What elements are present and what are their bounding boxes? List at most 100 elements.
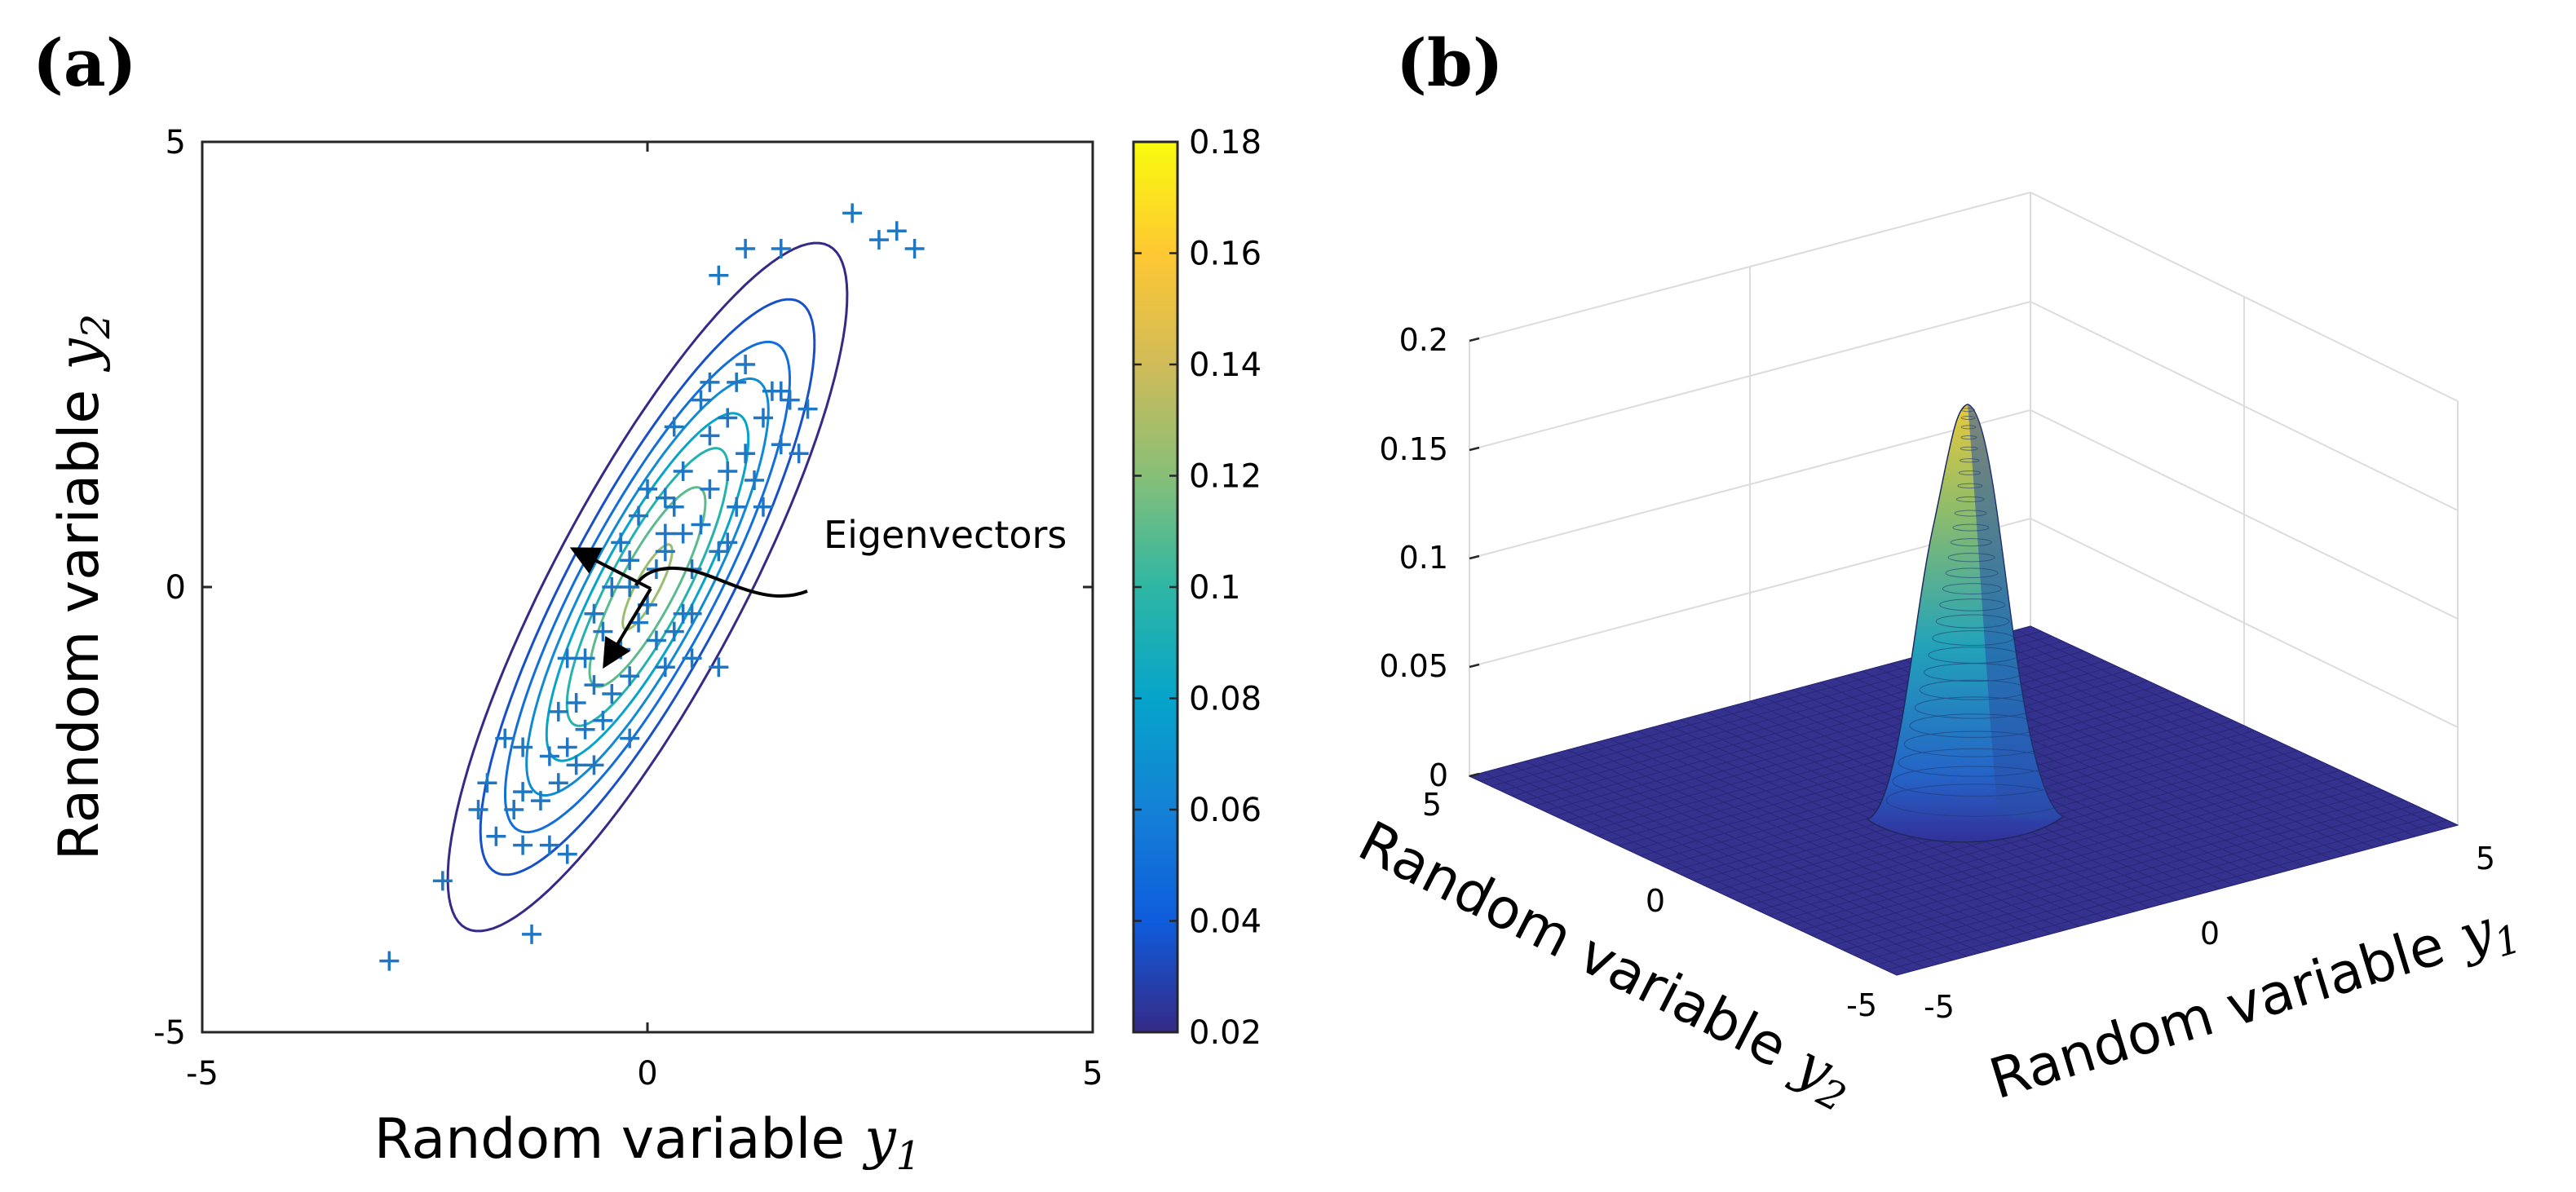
colorbar-ticks: 0.02 0.04 0.06 0.08 0.1 0.12 0.14 0.16 0.18: [1133, 124, 1261, 1052]
contour-line: [545, 412, 750, 762]
eigenvector-arrow-major: [603, 587, 652, 669]
scatter-point: [753, 497, 773, 517]
scatter-point: [904, 239, 925, 259]
contour-line: [479, 298, 816, 876]
scatter-point: [789, 444, 809, 464]
scatter-point: [664, 417, 684, 437]
scatter-point: [629, 505, 649, 526]
colorbar-tick-label: 0.06: [1189, 792, 1261, 829]
scatter-point: [602, 577, 622, 597]
mesh-line: [1832, 794, 2394, 946]
peak-mesh-ring: [1947, 553, 1995, 563]
scatter-point: [584, 603, 604, 624]
scatter-point: [513, 835, 533, 855]
panel-a-label: (a): [33, 24, 137, 101]
scatter-point: [736, 355, 756, 374]
x-axis-label-a: Random variable y1: [374, 1107, 921, 1179]
x-tick-a: 0: [637, 1055, 657, 1093]
scatter-point: [709, 265, 729, 285]
scatter-point: [771, 239, 791, 259]
mesh-line: [1843, 800, 2405, 951]
peak-mesh-ring: [1892, 766, 2059, 797]
scatter-point: [539, 746, 559, 766]
scatter-point: [718, 408, 738, 428]
peak-mesh-ring: [1932, 630, 2014, 647]
scatter-point: [611, 532, 631, 553]
scatter-point: [557, 844, 577, 864]
scatter-point: [691, 514, 711, 535]
colorbar-tick-label: 0.16: [1189, 236, 1261, 273]
scatter-point: [513, 737, 533, 757]
mesh-line: [1960, 644, 2388, 845]
scatter-point: [700, 479, 720, 499]
scatter-point: [664, 621, 684, 642]
contour-lines: [446, 241, 849, 933]
y-tick-a: 5: [166, 124, 186, 161]
colorbar-tick-label: 0.02: [1189, 1014, 1261, 1052]
peak-mesh-ring: [1885, 784, 2066, 817]
z-tick-b: 0.05: [1379, 648, 1448, 684]
mesh-line: [1778, 770, 2341, 921]
peak-mesh-ring: [1954, 510, 1987, 517]
scatter-point: [771, 435, 791, 455]
mesh-line: [1854, 805, 2415, 956]
peak-mesh-ring: [1945, 567, 1999, 578]
z-tick-b: 0: [1429, 757, 1448, 793]
y-tick-b: -5: [1846, 987, 1877, 1023]
scatter-point: [798, 399, 818, 419]
scatter-point: [575, 719, 595, 739]
mesh-line: [1757, 760, 2319, 912]
scatter-point: [432, 871, 453, 891]
scatter-point: [682, 603, 702, 624]
x-tick-b: -5: [1924, 989, 1955, 1025]
grid-lines-b: [1469, 192, 2459, 825]
scatter-point: [620, 550, 640, 571]
mesh-line: [2016, 629, 2445, 830]
scatter-point: [753, 408, 773, 428]
scatter-point: [468, 800, 488, 819]
contour-line: [446, 241, 849, 933]
colorbar-tick-label: 0.08: [1189, 681, 1261, 718]
scatter-point: [522, 924, 542, 944]
peak-mesh-ring: [1898, 748, 2052, 777]
scatter-point: [620, 728, 640, 748]
z-ticks: [1469, 337, 1480, 778]
mesh-line: [1800, 779, 2362, 931]
mesh-line: [1864, 810, 2426, 961]
peak-mesh-ring: [1942, 583, 2002, 595]
scatter-point: [495, 728, 515, 748]
scatter-point: [566, 755, 586, 775]
scatter-point: [620, 577, 640, 597]
z-tick-b: 0.2: [1399, 322, 1448, 358]
scatter-point: [620, 666, 640, 687]
peak-mesh-ring: [1924, 663, 2024, 682]
surface-peak-shade: [1968, 404, 2063, 820]
scatter-point: [557, 648, 577, 669]
peak-mesh-ring: [1914, 696, 2035, 719]
scatter-point: [745, 470, 765, 490]
scatter-point: [566, 692, 586, 713]
z-tick-b: 0.15: [1379, 431, 1448, 467]
scatter-point: [664, 497, 684, 517]
peak-mesh-ring: [1960, 408, 1975, 413]
mesh-line: [2002, 633, 2430, 833]
x-tick-a: -5: [186, 1055, 219, 1093]
colorbar-tick-label: 0.12: [1189, 458, 1261, 496]
colorbar-tick-label: 0.14: [1189, 347, 1261, 384]
scatter-point: [691, 390, 711, 410]
scatter-point: [513, 782, 533, 802]
mesh-line: [1789, 775, 2352, 926]
scatter-point: [504, 800, 524, 819]
peak-mesh-ring: [1960, 435, 1977, 440]
peak-mesh-ring: [1960, 415, 1976, 420]
mesh-line: [1768, 765, 2330, 916]
eigenvector-arrows: [569, 547, 808, 669]
scatter-point: [868, 230, 889, 250]
scatter-point: [727, 372, 747, 392]
x-tick-b: 0: [2200, 916, 2220, 951]
scatter-point: [709, 541, 729, 562]
scatter-point: [771, 381, 791, 401]
scatter-point: [655, 657, 675, 678]
peak-mesh-ring: [1935, 614, 2010, 629]
scatter-point: [673, 461, 693, 482]
